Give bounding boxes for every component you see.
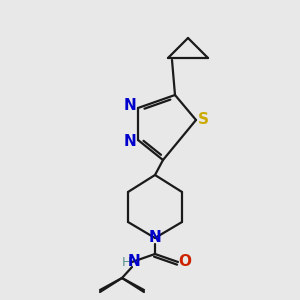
- Text: S: S: [197, 112, 208, 127]
- Text: O: O: [178, 254, 191, 269]
- Text: N: N: [128, 254, 140, 269]
- Text: N: N: [124, 134, 136, 149]
- Text: N: N: [148, 230, 161, 245]
- Text: N: N: [124, 98, 136, 113]
- Text: H: H: [121, 256, 131, 268]
